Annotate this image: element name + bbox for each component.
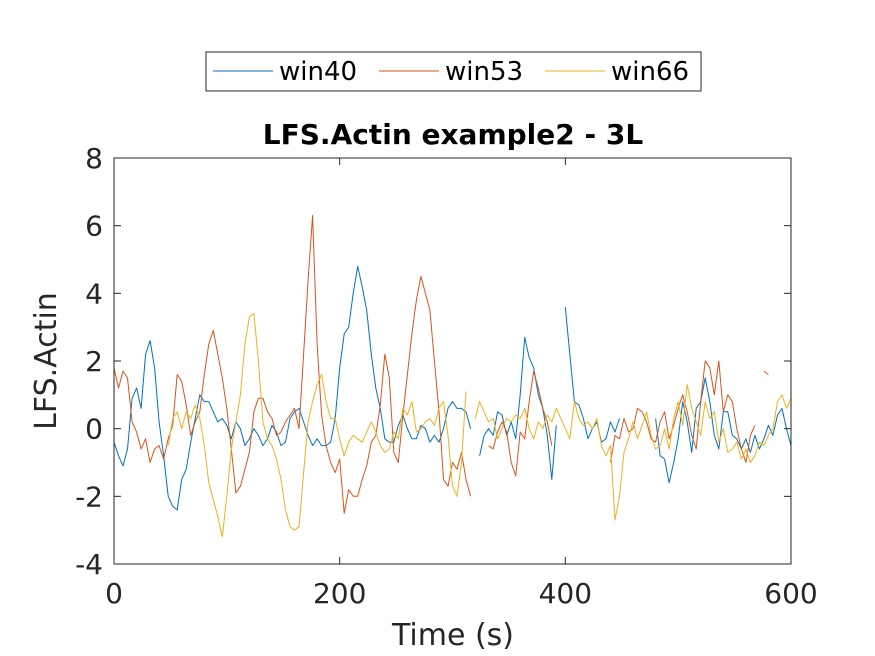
x-axis-label: Time (s) — [391, 618, 514, 653]
x-tick-label: 400 — [539, 577, 592, 610]
y-tick-label: 0 — [85, 413, 103, 446]
y-tick-label: 4 — [85, 277, 103, 310]
legend-label: win40 — [279, 57, 357, 87]
legend-box — [205, 51, 702, 92]
chart-title: LFS.Actin example2 - 3L — [263, 118, 644, 151]
series-line-win66 — [167, 313, 792, 538]
series-win53 — [113, 215, 769, 514]
legend[interactable]: win40 win53 win66 — [205, 51, 702, 92]
y-tick-label: 2 — [85, 345, 103, 378]
y-axis-label: LFS.Actin — [29, 292, 64, 430]
y-tick-label: -4 — [75, 548, 103, 581]
legend-label: win66 — [611, 57, 689, 87]
axes-box — [113, 157, 792, 565]
x-tick-label: 0 — [105, 577, 123, 610]
x-tick-label: 200 — [313, 577, 366, 610]
legend-entry-win53[interactable]: win53 — [379, 57, 523, 87]
legend-entry-win40[interactable]: win40 — [213, 57, 357, 87]
tick-layer: 0 200 400 600 -4 -2 0 2 4 6 8 — [75, 142, 818, 610]
y-tick-label: 8 — [85, 142, 103, 175]
y-tick-label: 6 — [85, 210, 103, 243]
series-layer — [113, 215, 792, 538]
series-win66 — [167, 313, 792, 538]
series-line-win53 — [113, 215, 769, 514]
legend-entry-win66[interactable]: win66 — [545, 57, 689, 87]
x-tick-label: 600 — [764, 577, 817, 610]
plot-area — [114, 158, 791, 564]
y-tick-label: -2 — [75, 480, 103, 513]
legend-label: win53 — [445, 57, 523, 87]
